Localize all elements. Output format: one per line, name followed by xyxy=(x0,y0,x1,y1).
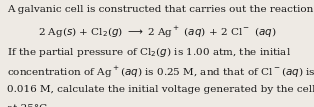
Text: concentration of Ag$^+$($aq$) is 0.25 M, and that of Cl$^-$($aq$) is: concentration of Ag$^+$($aq$) is 0.25 M,… xyxy=(7,65,314,80)
Text: A galvanic cell is constructed that carries out the reaction: A galvanic cell is constructed that carr… xyxy=(7,5,313,14)
Text: 2 Ag($s$) + Cl$_2$($g$) $\longrightarrow$ 2 Ag$^+$ ($aq$) + 2 Cl$^-$ ($aq$): 2 Ag($s$) + Cl$_2$($g$) $\longrightarrow… xyxy=(38,25,276,40)
Text: at 25°C.: at 25°C. xyxy=(7,104,50,107)
Text: If the partial pressure of Cl$_2$($g$) is 1.00 atm, the initial: If the partial pressure of Cl$_2$($g$) i… xyxy=(7,45,291,59)
Text: 0.016 M, calculate the initial voltage generated by the cell: 0.016 M, calculate the initial voltage g… xyxy=(7,85,314,94)
